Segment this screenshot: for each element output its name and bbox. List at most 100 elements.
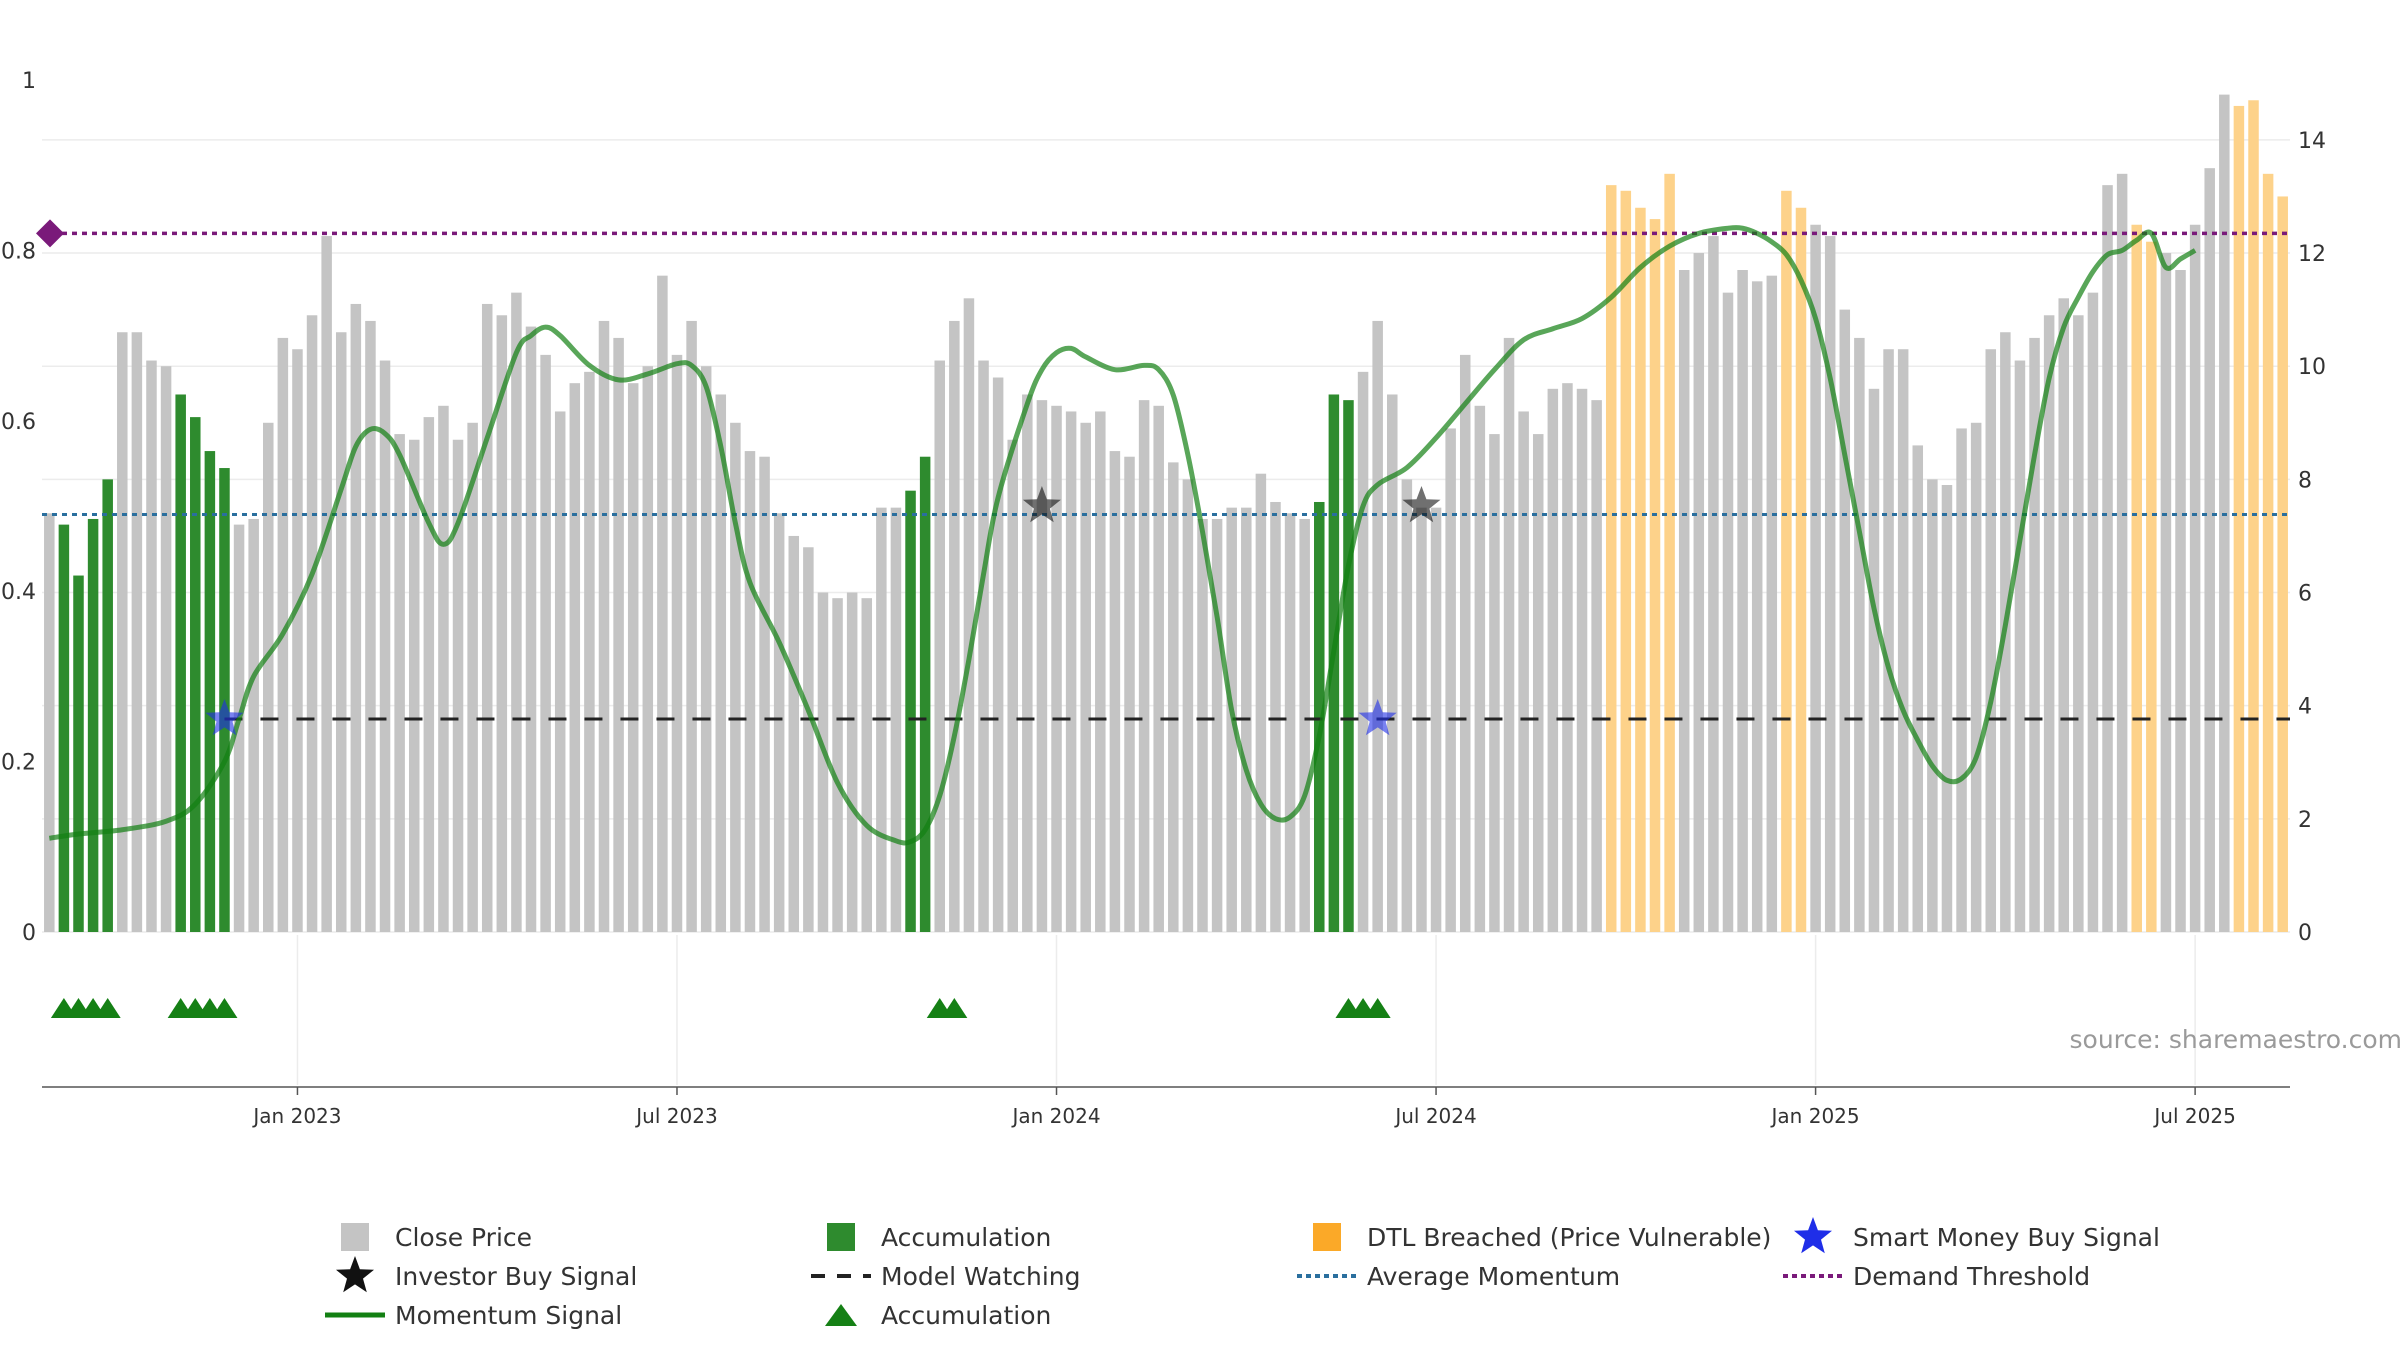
legend-label: Accumulation (881, 1223, 1051, 1252)
close-price-bar (1270, 501, 1281, 932)
close-price-bar (1956, 428, 1967, 932)
close-price-bar (1182, 479, 1194, 932)
close-price-bar (773, 513, 785, 932)
close-price-bar (1562, 383, 1573, 933)
close-price-bar (394, 434, 405, 932)
close-price-bar (1299, 518, 1310, 932)
x-tick-label: Jan 2024 (1010, 1104, 1100, 1128)
legend-swatch-accumulation (827, 1223, 855, 1251)
close-price-bar (1532, 434, 1544, 932)
legend-item-demand: Demand Threshold (1783, 1262, 2090, 1291)
close-price-bar (233, 524, 245, 932)
close-price-bar (1547, 388, 1559, 932)
accumulation-bar (1314, 501, 1325, 932)
legend-item-close: Close Price (341, 1223, 532, 1252)
close-price-bar (1868, 388, 1880, 932)
close-price-bar (817, 592, 829, 932)
close-price-bar (730, 422, 741, 932)
y-left-tick-label: 0.8 (1, 239, 36, 264)
dtl-breached-bar (1664, 173, 1675, 933)
accumulation-triangle (1364, 998, 1391, 1018)
close-price-bar (963, 298, 975, 933)
close-price-bar (496, 315, 508, 932)
legend-swatch-close-price (341, 1223, 369, 1251)
close-price-bar (1197, 518, 1208, 932)
close-price-bar (686, 320, 697, 932)
close-price-bar (2043, 315, 2055, 932)
close-price-bar (2029, 337, 2040, 933)
close-price-bar (2058, 298, 2069, 933)
momentum-signal-line (48, 225, 2197, 846)
legend-item-dtl: DTL Breached (Price Vulnerable) (1313, 1223, 1771, 1252)
close-price-bar (657, 275, 668, 932)
demand-threshold-marker (36, 219, 64, 248)
x-tick-label: Jan 2023 (251, 1104, 341, 1128)
y-right-tick-label: 8 (2298, 468, 2312, 493)
legend-smart-money-star-icon (1794, 1217, 1832, 1254)
close-price-bar (1430, 507, 1442, 932)
close-price-bar (1722, 292, 1734, 933)
close-price-bar (2189, 224, 2201, 932)
y-right-tick-label: 12 (2298, 242, 2326, 267)
close-price-bar (1372, 320, 1383, 932)
close-price-bar (1095, 411, 1106, 932)
close-price-bar (569, 383, 581, 933)
close-price-bar (160, 366, 172, 932)
close-price-bar (1839, 309, 1851, 932)
close-price-bar (759, 456, 770, 932)
y-left-tick-label: 0.4 (1, 580, 36, 605)
close-price-bar (1153, 405, 1164, 932)
accumulation-bar (175, 394, 186, 932)
close-price-bar (1737, 270, 1748, 932)
close-price-bar (1036, 400, 1048, 932)
close-price-bar (131, 332, 143, 933)
close-price-bar (2116, 173, 2128, 933)
close-price-bar (598, 320, 610, 932)
close-price-bar (1941, 485, 1953, 932)
close-price-bar (1459, 354, 1471, 932)
close-price-bar (1912, 445, 1924, 932)
investor-buy-signal (1402, 486, 1441, 523)
y-right-tick-label: 6 (2298, 582, 2312, 607)
accumulation-bar (1343, 400, 1354, 932)
close-price-bar (934, 360, 945, 932)
y-left-tick-label: 1 (22, 69, 36, 94)
close-price-bar (890, 507, 902, 932)
close-price-bar (861, 598, 873, 932)
close-price-bar (350, 303, 362, 932)
close-price-bar (1489, 434, 1500, 932)
close-price-bar (263, 422, 274, 932)
close-price-bar (1927, 479, 1938, 932)
close-price-bar (467, 422, 478, 932)
legend-label: Accumulation (881, 1301, 1051, 1330)
close-price-bar (438, 405, 449, 932)
close-price-bar (2160, 253, 2172, 933)
close-price-bar (613, 337, 624, 933)
close-price-bar (671, 354, 683, 932)
x-tick-label: Jul 2025 (2152, 1104, 2235, 1128)
close-price-bar (1211, 518, 1223, 932)
x-tick-label: Jul 2023 (634, 1104, 717, 1128)
dtl-breached-bar (1635, 207, 1646, 932)
dtl-breached-bar (2277, 196, 2288, 933)
close-price-bar (1897, 349, 1909, 932)
close-price-bar (554, 411, 566, 932)
close-price-bar (1751, 281, 1763, 932)
close-price-bar (1693, 253, 1705, 933)
source-label: source: sharemaestro.com (2070, 1025, 2400, 1054)
close-price-bar (1518, 411, 1529, 932)
close-price-bar (423, 417, 435, 933)
close-price-bar (44, 513, 55, 932)
close-price-bar (379, 360, 391, 932)
close-price-bar (1401, 479, 1413, 932)
close-price-bar (803, 547, 814, 932)
close-price-bars (44, 94, 2288, 933)
close-price-bar (146, 360, 157, 932)
close-price-bar (1255, 473, 1267, 932)
close-price-bar (321, 236, 332, 933)
dtl-breached-bar (2233, 105, 2245, 932)
close-price-bar (248, 518, 259, 932)
y-right-tick-label: 2 (2298, 808, 2312, 833)
